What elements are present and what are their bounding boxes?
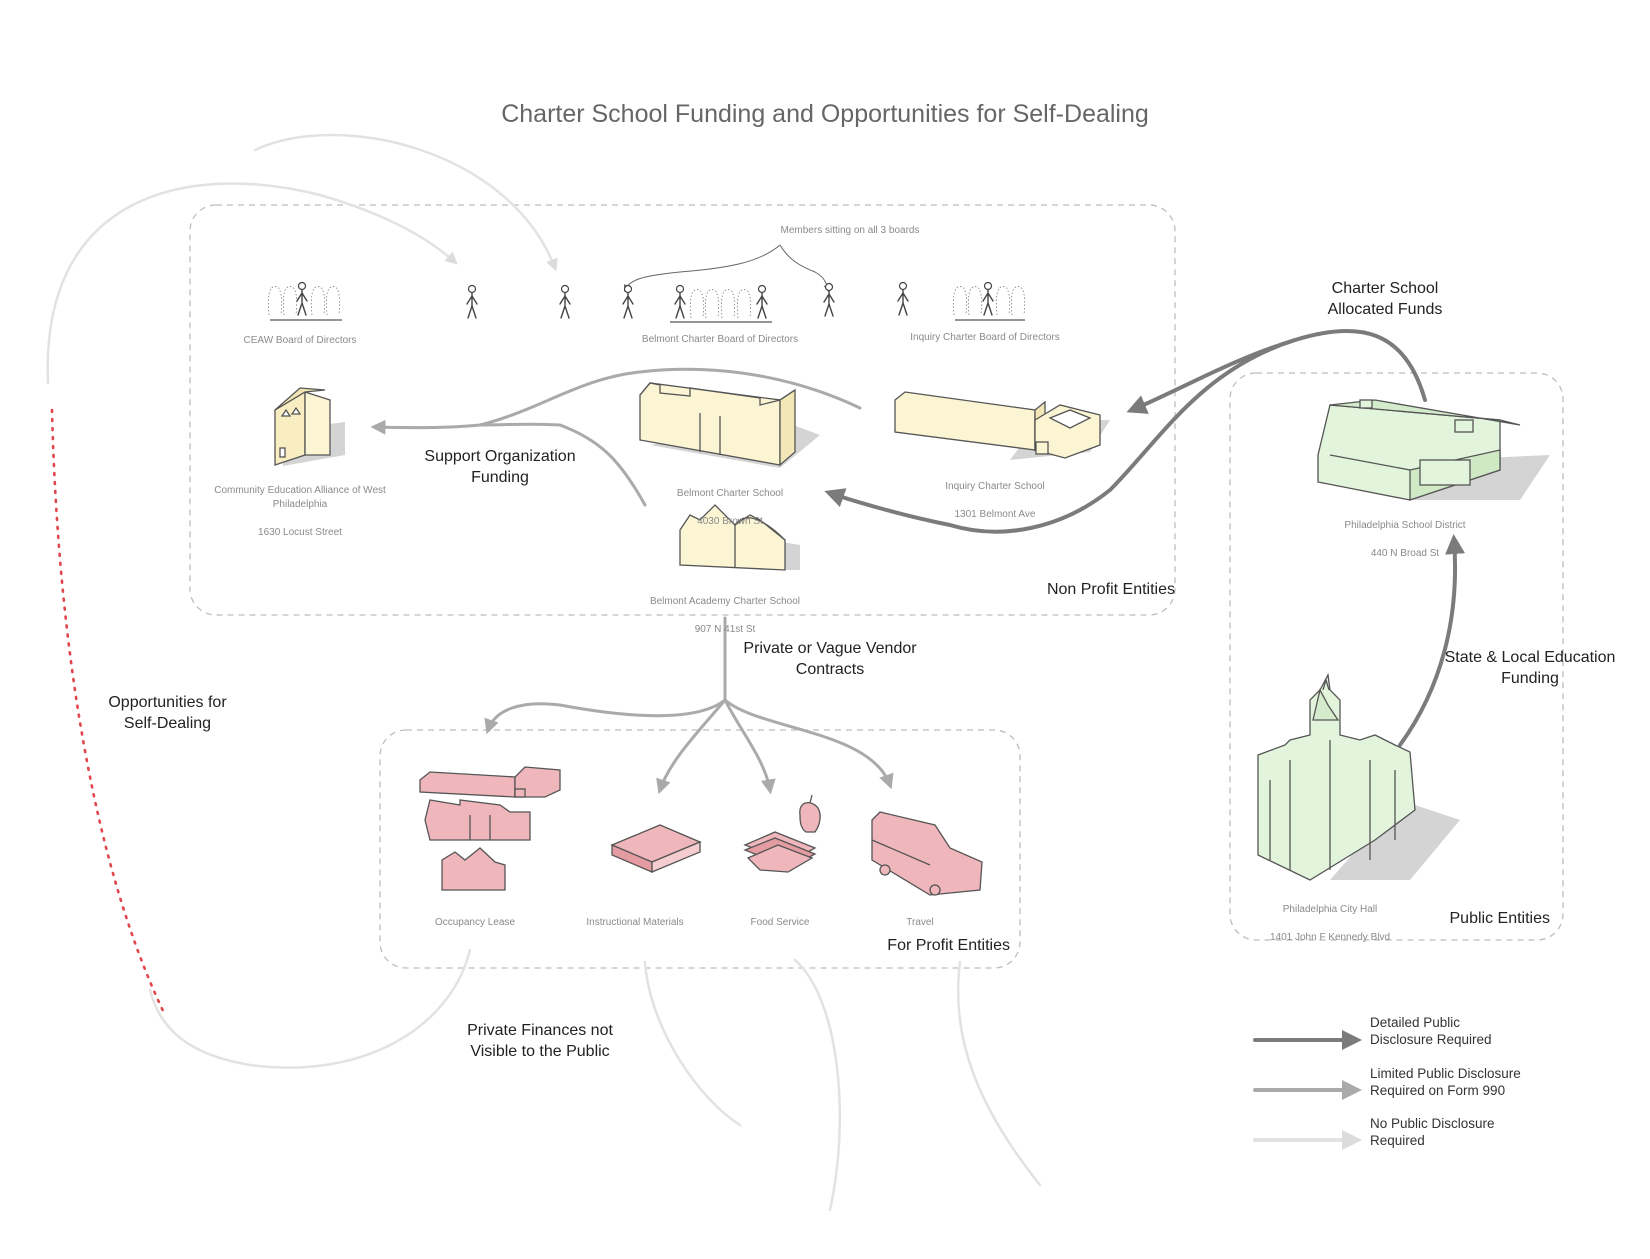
state-local-funding-label: State & Local Education Funding: [1444, 649, 1616, 687]
for-profit-group-label: For Profit Entities: [887, 937, 1010, 954]
school-district-building: [1317, 399, 1550, 501]
ceaw-entity-label: Community Education Alliance of West Phi…: [190, 470, 410, 540]
inquiry-charter-label: Inquiry Charter School 1301 Belmont Ave: [895, 466, 1095, 522]
city-hall-name: Philadelphia City Hall: [1282, 904, 1378, 915]
food-service-icon: [743, 794, 821, 873]
school-district-address: 440 N Broad St: [1370, 548, 1440, 559]
board-members-caption: Members sitting on all 3 boards: [780, 225, 920, 236]
charter-allocated-funds-label: Charter School Allocated Funds: [1327, 280, 1443, 318]
vendor-contracts-label: Private or Vague Vendor Contracts: [743, 640, 917, 678]
school-district-label: Philadelphia School District 440 N Broad…: [1300, 505, 1510, 561]
for-profit-group-box: [379, 729, 1021, 969]
no-disclosure-flows: [46, 133, 1042, 1212]
inquiry-charter-address: 1301 Belmont Ave: [954, 509, 1036, 520]
legend-arrows: [1253, 1030, 1362, 1150]
ceaw-board-label: CEAW Board of Directors: [243, 335, 357, 346]
travel-label: Travel: [906, 917, 934, 928]
non-profit-group-label: Non Profit Entities: [1046, 581, 1175, 598]
page-title: Charter School Funding and Opportunities…: [501, 100, 1149, 128]
ceaw-building: [274, 387, 345, 466]
self-dealing-dotted-line: [50, 408, 167, 1017]
belmont-charter-name: Belmont Charter School: [676, 488, 784, 499]
belmont-academy-name: Belmont Academy Charter School: [649, 596, 801, 607]
limited-disclosure-flows: [370, 367, 894, 795]
self-dealing-label: Opportunities for Self-Dealing: [108, 694, 227, 732]
legend-detailed-text: Detailed Public Disclosure Required: [1370, 1015, 1492, 1047]
inquiry-charter-building: [894, 391, 1110, 460]
support-org-funding-label: Support Organization Funding: [424, 448, 576, 486]
belmont-charter-address: 4030 Brown St: [697, 516, 763, 527]
belmont-academy-label: Belmont Academy Charter School 907 N 41s…: [620, 581, 830, 637]
food-service-label: Food Service: [750, 917, 810, 928]
ceaw-board-figures: [267, 281, 342, 321]
legend-limited-text: Limited Public Disclosure Required on Fo…: [1370, 1066, 1521, 1098]
city-hall-label: Philadelphia City Hall 1401 John F Kenne…: [1230, 889, 1430, 945]
school-district-name: Philadelphia School District: [1344, 520, 1466, 531]
ceaw-name: Community Education Alliance of West Phi…: [214, 485, 386, 510]
belmont-academy-building: [679, 504, 800, 571]
occupancy-lease-buildings: [419, 766, 561, 891]
non-profit-group-box: [189, 204, 1176, 616]
inquiry-board-figures: [952, 281, 1026, 321]
belmont-board-figures: [670, 284, 772, 323]
occupancy-lease-label: Occupancy Lease: [434, 917, 516, 928]
inquiry-charter-name: Inquiry Charter School: [945, 481, 1045, 492]
belmont-board-label: Belmont Charter Board of Directors: [641, 334, 799, 345]
instructional-materials-label: Instructional Materials: [586, 917, 684, 928]
belmont-charter-building: [639, 382, 820, 468]
instructional-materials-book: [610, 824, 702, 873]
inquiry-board-label: Inquiry Charter Board of Directors: [910, 332, 1060, 343]
public-group-label: Public Entities: [1449, 910, 1551, 927]
travel-bus-icon: [871, 811, 983, 896]
shared-members-figures: [466, 281, 909, 319]
members-bracket: [624, 244, 831, 293]
city-hall-address: 1401 John F Kennedy Blvd: [1269, 932, 1391, 943]
public-group-box: [1229, 372, 1564, 941]
legend-none-text: No Public Disclosure Required: [1370, 1116, 1495, 1148]
belmont-academy-address: 907 N 41st St: [694, 624, 756, 635]
belmont-charter-label: Belmont Charter School 4030 Brown St: [630, 473, 830, 529]
ceaw-address: 1630 Locust Street: [258, 527, 342, 538]
private-finances-label: Private Finances not Visible to the Publ…: [467, 1022, 613, 1060]
detailed-disclosure-flows: [824, 328, 1466, 747]
city-hall-building: [1257, 672, 1460, 881]
